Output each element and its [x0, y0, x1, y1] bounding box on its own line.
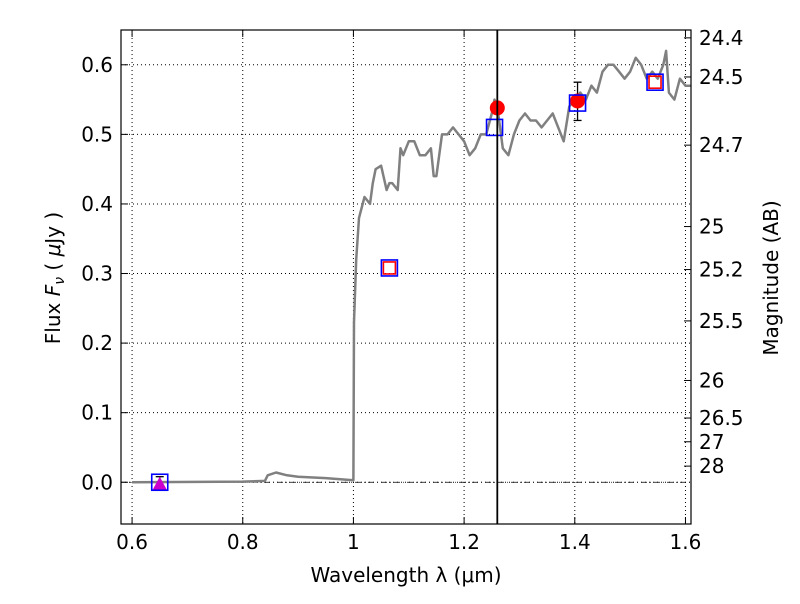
y-axis-label-part: ν: [52, 277, 68, 285]
y-tick-label: 0.5: [81, 122, 113, 146]
x-tick-label: 0.6: [116, 530, 148, 554]
y-axis-label-part: F: [41, 284, 65, 296]
blue-square-marker: [568, 94, 587, 112]
x-tick-label: 0.8: [227, 530, 259, 554]
grid-layer: [121, 30, 691, 524]
right-tick-label: 26: [699, 368, 724, 392]
tick-layer: 0.6 0.8 1 1.2 1.4 1.6 0.0 0.1 0.2 0.3 0.4 0.5 0.6 24.…: [81, 26, 743, 554]
right-tick-label: 25.2: [699, 258, 744, 282]
red-square-marker: [382, 261, 397, 275]
right-axis-label: Magnitude (AB): [759, 200, 783, 355]
x-tick-label: 1.6: [670, 530, 702, 554]
red-square-marker: [648, 75, 662, 89]
x-axis-label: Wavelength λ (μm): [310, 563, 501, 587]
y-tick-label: 0.4: [81, 192, 113, 216]
magenta-triangle-marker: [152, 476, 167, 490]
red-circle-marker: [570, 93, 586, 109]
y-tick-label: 0.3: [81, 262, 113, 286]
model-spectrum-line: [132, 49, 691, 484]
right-tick-label: 24.4: [699, 26, 744, 50]
y-tick-label: 0.0: [81, 470, 113, 494]
y-tick-label: 0.2: [81, 331, 113, 355]
frame-layer: [120, 29, 692, 525]
right-tick-label: 24.7: [699, 133, 744, 157]
plot-frame: [120, 29, 692, 525]
right-tick-label: 28: [699, 454, 724, 478]
x-tick-label: 1.2: [448, 530, 480, 554]
data-layer: [132, 30, 691, 524]
x-tick-label: 1.4: [559, 530, 591, 554]
right-tick-label: 27: [699, 430, 724, 454]
blue-square-marker: [485, 118, 504, 137]
right-tick-label: 25: [699, 215, 724, 239]
right-tick-label: 25.5: [699, 309, 744, 333]
y-axis-label: Flux Fν ( μJy ): [41, 212, 68, 344]
y-axis-label-part: (: [41, 256, 65, 277]
blue-square-marker: [380, 259, 399, 277]
x-tick-label: 1: [347, 530, 360, 554]
y-axis-label-part: Flux: [41, 296, 65, 344]
blue-square-marker: [150, 473, 169, 492]
y-axis-label-part: Jy ): [41, 212, 65, 246]
right-tick-label: 24.5: [699, 65, 744, 89]
blue-square-marker: [646, 73, 664, 91]
y-axis-label-part: μ: [41, 244, 65, 258]
y-tick-label: 0.1: [81, 401, 113, 425]
right-tick-label: 26.5: [699, 406, 744, 430]
y-tick-label: 0.6: [81, 53, 113, 77]
